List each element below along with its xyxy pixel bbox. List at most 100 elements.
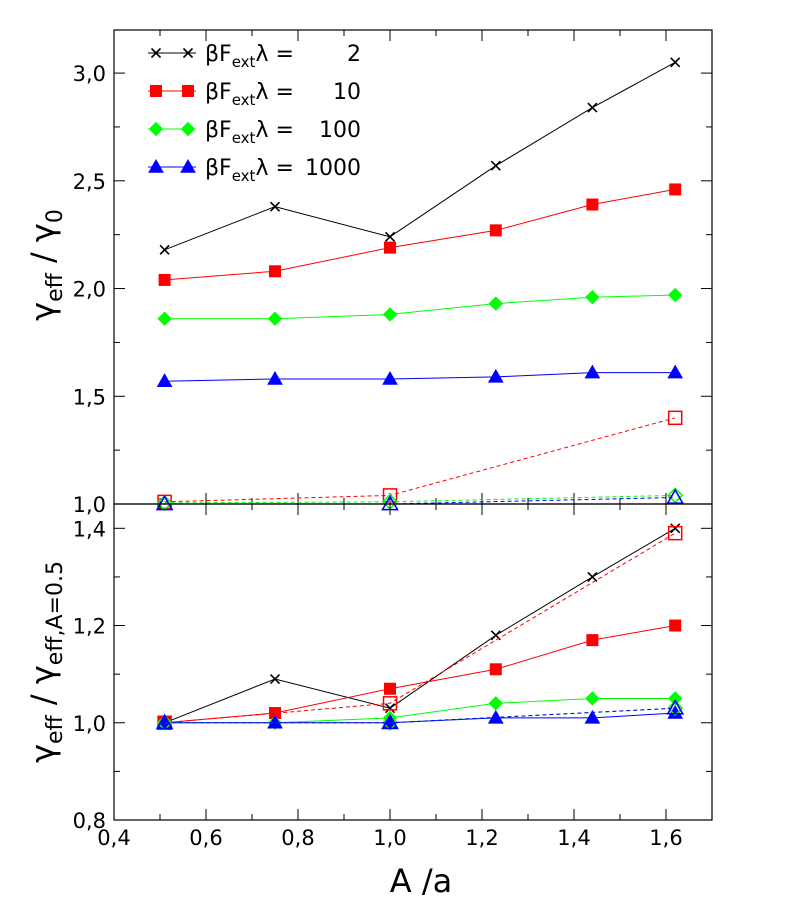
legend-value: 1000 (305, 156, 361, 181)
bottom-data-point (585, 691, 600, 706)
top-data-point (269, 265, 281, 278)
top-series-line-5 (164, 494, 676, 504)
top-data-point (382, 307, 398, 322)
bottom-data-point (382, 696, 398, 711)
top-data-point (670, 57, 681, 68)
top-series-line-3 (164, 372, 676, 382)
top-data-point (156, 373, 173, 387)
top-series-line-0 (164, 61, 676, 251)
top-data-point (667, 410, 683, 426)
top-y-tick-label: 1,5 (73, 385, 106, 409)
bottom-data-point (587, 571, 598, 582)
top-data-point (384, 241, 396, 254)
bottom-data-point (669, 619, 682, 632)
bottom-data-point (381, 713, 399, 730)
bottom-y-tick-label: 1,2 (73, 615, 106, 639)
bottom-series-line-6 (164, 707, 676, 724)
legend-marker (148, 158, 164, 173)
top-data-point (382, 371, 398, 385)
bottom-data-point (381, 714, 399, 731)
top-y-tick-label: 3,0 (73, 62, 106, 86)
bottom-data-point (267, 714, 283, 729)
top-plot-frame (113, 29, 713, 505)
legend-label: βFextλ = (205, 156, 294, 185)
bottom-data-point (667, 525, 683, 541)
top-panel: 1,0 1,5 2,0 2,5 3,0 γeff / γ0 (24, 29, 713, 517)
bottom-y-axis-label: γeff / γeff,A=0.5 (24, 561, 68, 763)
top-data-point (158, 273, 171, 286)
bottom-panel: 0,8 1,0 1,2 1,4 0,4 0,6 0,8 1,0 1,2 1,4 1,6 γeff / … (24, 503, 713, 850)
bottom-data-point (156, 714, 173, 731)
legend: βFextλ = 2 βFextλ = 10 βFextλ = 100 βFextλ = 10… (148, 42, 361, 185)
legend-label: βFextλ = (205, 118, 294, 147)
bottom-data-point (667, 691, 683, 706)
top-data-point (667, 364, 684, 379)
top-data-point (269, 201, 281, 212)
bottom-series-line-0 (164, 527, 676, 724)
top-data-point (487, 368, 504, 383)
top-data-point (267, 371, 283, 385)
x-tick-label: 1,2 (465, 826, 498, 850)
bottom-plot-frame (113, 503, 713, 821)
top-data-point (666, 488, 685, 504)
top-y-axis-label: γeff / γ0 (24, 209, 68, 321)
top-data-point (584, 364, 601, 379)
top-data-point (489, 224, 502, 237)
top-y-tick-label: 2,5 (73, 170, 106, 194)
top-y-tick-label: 1,0 (73, 493, 106, 517)
bottom-y-tick-label: 1,4 (73, 517, 106, 541)
legend-marker (180, 121, 196, 137)
bottom-data-point (488, 696, 504, 711)
x-tick-label: 0,8 (281, 826, 314, 850)
bottom-series-line-1 (164, 625, 676, 724)
top-data-point (585, 289, 600, 305)
top-series-line-2 (164, 294, 676, 320)
top-series-line-4 (164, 417, 676, 503)
bottom-data-point (384, 682, 396, 695)
top-data-point (267, 311, 283, 326)
bottom-y-tick-label: 1,0 (73, 712, 106, 736)
top-y-tick-label: 2,0 (73, 278, 106, 302)
x-tick-label: 1,6 (649, 826, 682, 850)
bottom-data-point (584, 709, 601, 724)
top-data-point (488, 296, 504, 311)
legend-marker (182, 85, 194, 97)
bottom-data-point (269, 673, 281, 685)
x-tick-label: 1,4 (557, 826, 590, 850)
bottom-data-point (384, 703, 396, 714)
top-data-point (587, 102, 598, 113)
top-data-point (384, 231, 396, 242)
legend-marker (148, 121, 164, 137)
x-tick-label: 0,6 (189, 826, 222, 850)
x-tick-label: 0,4 (97, 826, 130, 850)
legend-marker (182, 47, 194, 59)
x-tick-label: 1,0 (373, 826, 406, 850)
bottom-data-point (155, 713, 174, 730)
legend-value: 100 (319, 118, 361, 143)
bottom-series-line-4 (164, 532, 676, 724)
bottom-data-point (670, 523, 681, 534)
top-data-point (155, 494, 174, 511)
bottom-data-point (667, 700, 684, 717)
bottom-series-line-2 (164, 698, 676, 724)
legend-label: βFextλ = (205, 42, 294, 71)
top-data-point (669, 183, 682, 196)
top-data-point (159, 244, 170, 255)
bottom-y-tick-label: 0,8 (73, 809, 106, 833)
legend-marker (150, 47, 162, 59)
top-series-line-1 (164, 188, 676, 281)
top-data-point (157, 311, 172, 326)
legend-marker (150, 85, 162, 97)
bottom-data-point (489, 663, 502, 676)
x-axis-label: A /a (390, 862, 452, 900)
top-data-point (667, 287, 683, 303)
legend-value: 10 (333, 80, 361, 105)
top-data-point (586, 198, 599, 211)
legend-label: βFextλ = (205, 80, 294, 109)
bottom-data-point (586, 634, 599, 647)
bottom-data-point (666, 699, 685, 715)
legend-value: 2 (347, 42, 361, 67)
top-data-point (490, 160, 501, 171)
legend-marker (180, 158, 196, 173)
